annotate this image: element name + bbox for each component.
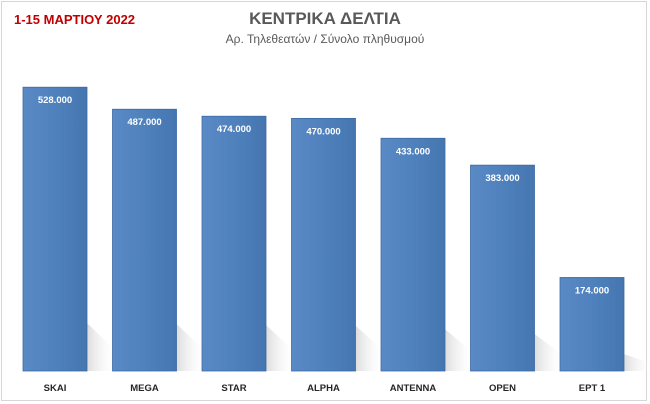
bar-skai: [22, 86, 88, 372]
chart-subtitle: Αρ. Τηλεθεατών / Σύνολο πληθυσμού: [225, 32, 425, 46]
category-label: OPEN: [489, 383, 516, 394]
bar-shadow: [176, 323, 207, 371]
data-label: 528.000: [38, 95, 72, 106]
data-label: 433.000: [396, 146, 430, 157]
data-label: 487.000: [127, 117, 161, 128]
data-label: 174.000: [575, 285, 609, 296]
category-label: ΕΡΤ 1: [579, 383, 606, 394]
data-label: 474.000: [217, 124, 251, 135]
bar-shadow: [624, 354, 650, 371]
bar-shadow: [445, 329, 475, 371]
bar-shadow: [87, 323, 117, 371]
bar-shadow: [534, 333, 565, 371]
category-label: SKAI: [44, 383, 67, 394]
category-label: ALPHA: [307, 383, 340, 394]
category-label: STAR: [221, 383, 246, 394]
chart-title: ΚΕΝΤΡΙΚΑ ΔΕΛΤΙΑ: [249, 9, 401, 28]
category-label: MEGA: [130, 383, 159, 394]
bar-open: [470, 164, 535, 372]
bar-ερτ-1: [559, 277, 625, 372]
period-label: 1-15 ΜΑΡΤΙΟΥ 2022: [14, 12, 136, 27]
bar-alpha: [291, 117, 356, 372]
bar-star: [201, 115, 267, 372]
data-label: 383.000: [485, 173, 519, 184]
data-label: 470.000: [306, 126, 340, 137]
bar-shadow: [266, 325, 296, 371]
bar-mega: [112, 108, 177, 372]
bar-shadow: [355, 325, 386, 371]
bar-antenna: [380, 137, 446, 372]
category-label: ANTENNA: [390, 383, 437, 394]
